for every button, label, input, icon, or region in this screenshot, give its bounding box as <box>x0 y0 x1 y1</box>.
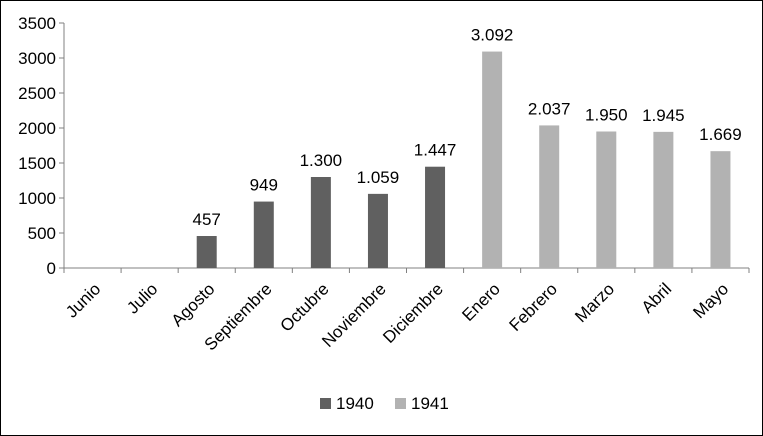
data-label: 1.059 <box>357 168 400 187</box>
y-tick-label: 3500 <box>18 14 56 33</box>
bar-1941-enero <box>482 51 503 269</box>
data-label: 3.092 <box>471 26 514 45</box>
x-tick-label: Abril <box>638 279 675 316</box>
data-label: 1.669 <box>699 125 742 144</box>
y-tick-label: 2500 <box>18 84 56 103</box>
data-label: 949 <box>250 176 278 195</box>
legend-swatch-1940 <box>320 398 331 409</box>
x-tick-label: Enero <box>458 279 504 325</box>
y-tick-label: 0 <box>47 259 56 278</box>
legend-label-1940: 1940 <box>336 394 374 413</box>
x-tick-label: Octubre <box>276 279 332 335</box>
x-tick-label: Julio <box>123 279 161 317</box>
legend-swatch-1941 <box>395 398 406 409</box>
bar-1940-agosto <box>196 236 217 268</box>
data-label: 1.950 <box>585 106 628 125</box>
y-tick-label: 500 <box>28 224 56 243</box>
data-label: 1.300 <box>300 151 343 170</box>
bar-1940-noviembre <box>367 193 388 268</box>
x-tick-label: Agosto <box>168 279 219 330</box>
bar-1941-febrero <box>539 125 560 268</box>
x-tick-label: Mayo <box>689 279 732 322</box>
bar-1941-marzo <box>596 131 617 268</box>
x-tick-label: Diciembre <box>379 279 447 347</box>
data-label: 1.447 <box>414 141 457 160</box>
y-tick-label: 2000 <box>18 119 56 138</box>
data-label: 457 <box>193 210 221 229</box>
bar-1940-octubre <box>310 177 331 268</box>
bar-1940-diciembre <box>425 166 446 268</box>
data-label: 2.037 <box>528 99 571 118</box>
x-tick-label: Febrero <box>506 279 562 335</box>
x-tick-label: Junio <box>62 279 104 321</box>
bar-1940-septiembre <box>253 201 274 268</box>
legend-label-1941: 1941 <box>411 394 449 413</box>
y-tick-label: 1000 <box>18 189 56 208</box>
bar-1941-mayo <box>710 151 731 268</box>
y-tick-label: 3000 <box>18 49 56 68</box>
y-tick-label: 1500 <box>18 154 56 173</box>
data-label: 1.945 <box>642 106 685 125</box>
bar-1941-abril <box>653 131 674 268</box>
x-tick-label: Marzo <box>571 279 618 326</box>
